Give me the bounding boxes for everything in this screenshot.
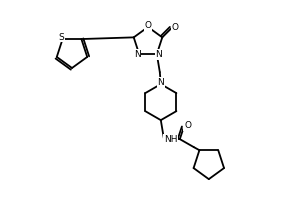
Text: N: N [155,50,162,59]
Text: O: O [145,21,152,30]
Text: S: S [59,33,64,42]
Text: N: N [158,78,164,87]
Text: O: O [172,23,179,32]
Text: NH: NH [164,135,178,144]
Text: N: N [134,50,141,59]
Text: O: O [184,121,191,130]
